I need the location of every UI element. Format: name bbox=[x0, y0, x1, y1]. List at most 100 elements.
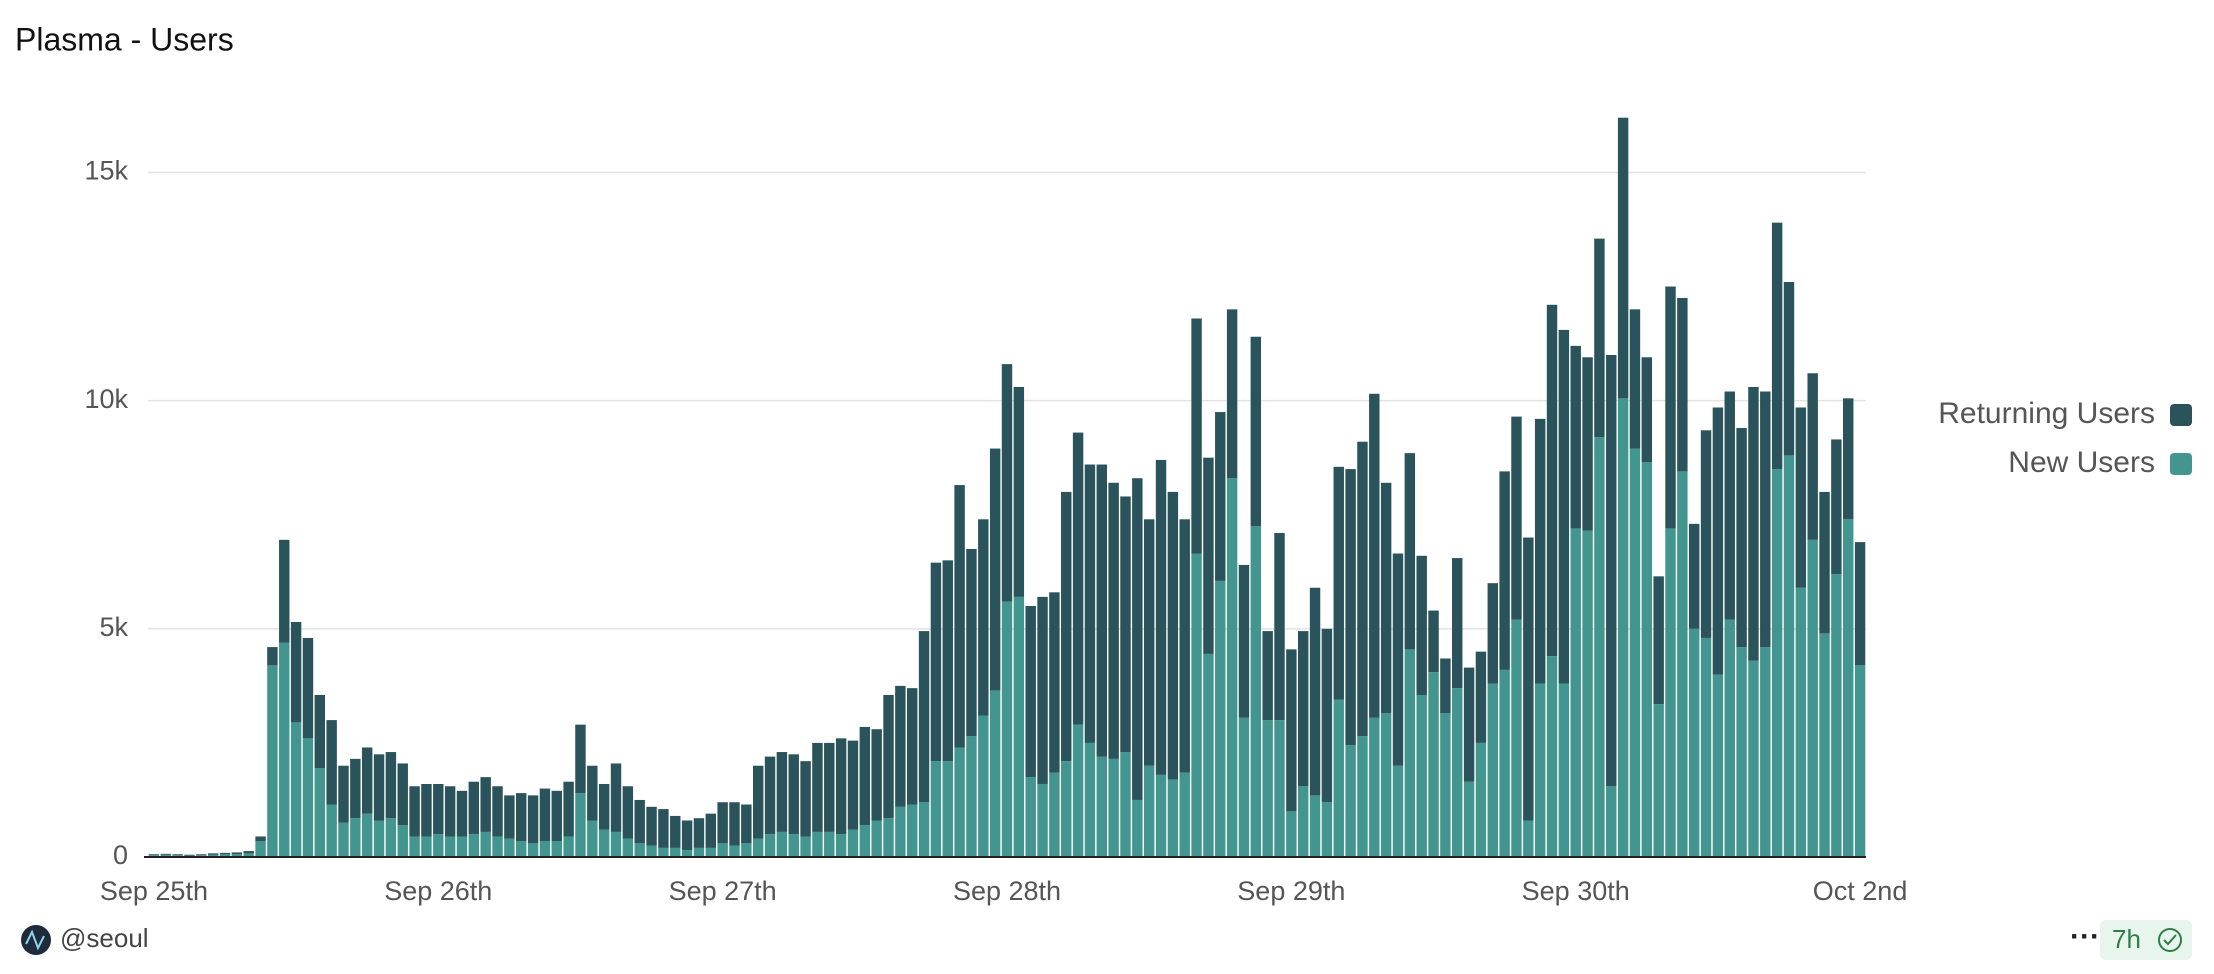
bar bbox=[1677, 471, 1688, 857]
bar bbox=[255, 836, 266, 842]
bar bbox=[1297, 786, 1309, 857]
bar bbox=[918, 802, 930, 857]
bar bbox=[1463, 667, 1475, 782]
bar bbox=[1712, 674, 1724, 857]
bar bbox=[800, 761, 811, 837]
bar bbox=[1724, 619, 1735, 857]
bar bbox=[1179, 519, 1190, 773]
bar bbox=[1191, 318, 1202, 554]
bar bbox=[1013, 386, 1025, 597]
bar bbox=[752, 838, 764, 857]
bar bbox=[480, 831, 491, 857]
more-menu[interactable]: ··· bbox=[2070, 920, 2100, 953]
bar bbox=[1262, 720, 1273, 857]
bar bbox=[1179, 772, 1190, 857]
bar bbox=[539, 788, 551, 842]
x-tick-label: Oct 2nd bbox=[1813, 876, 1908, 906]
bar bbox=[1155, 459, 1167, 775]
bar bbox=[859, 726, 871, 826]
bar bbox=[1345, 469, 1356, 746]
bar bbox=[587, 765, 598, 821]
bar bbox=[1380, 713, 1392, 857]
bar bbox=[172, 854, 183, 856]
bar bbox=[1546, 656, 1558, 857]
bar bbox=[1499, 471, 1510, 670]
bar bbox=[1226, 309, 1238, 479]
bar bbox=[1783, 281, 1795, 456]
bar bbox=[1807, 539, 1818, 857]
bar bbox=[361, 813, 373, 857]
bar bbox=[1096, 756, 1107, 857]
bar bbox=[634, 799, 645, 844]
bar bbox=[385, 752, 397, 819]
bar bbox=[421, 783, 432, 837]
bar bbox=[1120, 752, 1131, 857]
bar bbox=[563, 836, 574, 857]
bar bbox=[527, 795, 539, 844]
bar bbox=[575, 793, 586, 857]
bar bbox=[1594, 238, 1605, 438]
bar bbox=[326, 720, 337, 805]
bar bbox=[1167, 491, 1179, 780]
bar bbox=[385, 818, 397, 857]
bar bbox=[1215, 412, 1226, 581]
x-tick-label: Sep 26th bbox=[384, 876, 492, 906]
bar bbox=[267, 665, 278, 857]
bar bbox=[1665, 528, 1676, 857]
bar bbox=[1807, 373, 1818, 540]
bar bbox=[207, 853, 219, 855]
bar bbox=[1843, 519, 1854, 857]
bar bbox=[504, 838, 515, 857]
bar bbox=[954, 485, 965, 748]
footer-user[interactable]: @seoul bbox=[60, 923, 149, 953]
bar bbox=[1404, 453, 1416, 650]
bar bbox=[279, 642, 290, 857]
bar bbox=[1452, 688, 1463, 857]
bar bbox=[1037, 783, 1048, 857]
bar bbox=[1582, 357, 1593, 531]
bar bbox=[907, 688, 918, 805]
bar bbox=[1475, 742, 1487, 857]
bar bbox=[1819, 491, 1830, 634]
bar bbox=[918, 631, 930, 803]
bar bbox=[302, 637, 314, 739]
x-tick-label: Sep 28th bbox=[953, 876, 1061, 906]
bar bbox=[433, 834, 444, 857]
bar bbox=[1771, 222, 1783, 470]
bar bbox=[1333, 466, 1344, 700]
bar bbox=[1760, 391, 1771, 648]
bar bbox=[835, 738, 847, 835]
bar bbox=[1641, 462, 1653, 857]
bar bbox=[160, 854, 171, 857]
age-label: 7h bbox=[2112, 924, 2141, 954]
bar bbox=[1286, 811, 1297, 857]
bar bbox=[184, 854, 195, 856]
bar bbox=[1143, 519, 1155, 766]
bar bbox=[551, 790, 562, 842]
bar bbox=[1309, 795, 1321, 857]
bar bbox=[456, 790, 468, 837]
bar bbox=[634, 843, 645, 857]
bar bbox=[681, 850, 693, 857]
bar bbox=[978, 519, 989, 716]
bar bbox=[1274, 532, 1285, 721]
bar bbox=[1499, 669, 1510, 857]
bar bbox=[1748, 660, 1759, 857]
bar bbox=[1570, 528, 1581, 857]
bar bbox=[1392, 765, 1404, 857]
bar bbox=[1025, 606, 1036, 778]
bar bbox=[1629, 309, 1641, 449]
bar bbox=[397, 763, 408, 826]
bar bbox=[516, 841, 527, 857]
bar bbox=[1238, 564, 1250, 718]
bar bbox=[267, 647, 278, 666]
bar bbox=[776, 831, 788, 857]
bar bbox=[1724, 391, 1735, 620]
bar bbox=[1665, 286, 1676, 529]
bar bbox=[1712, 407, 1724, 675]
bar bbox=[942, 761, 953, 857]
bar bbox=[1511, 416, 1522, 620]
bar bbox=[196, 854, 207, 856]
bar bbox=[622, 786, 634, 839]
bar bbox=[1523, 820, 1534, 857]
